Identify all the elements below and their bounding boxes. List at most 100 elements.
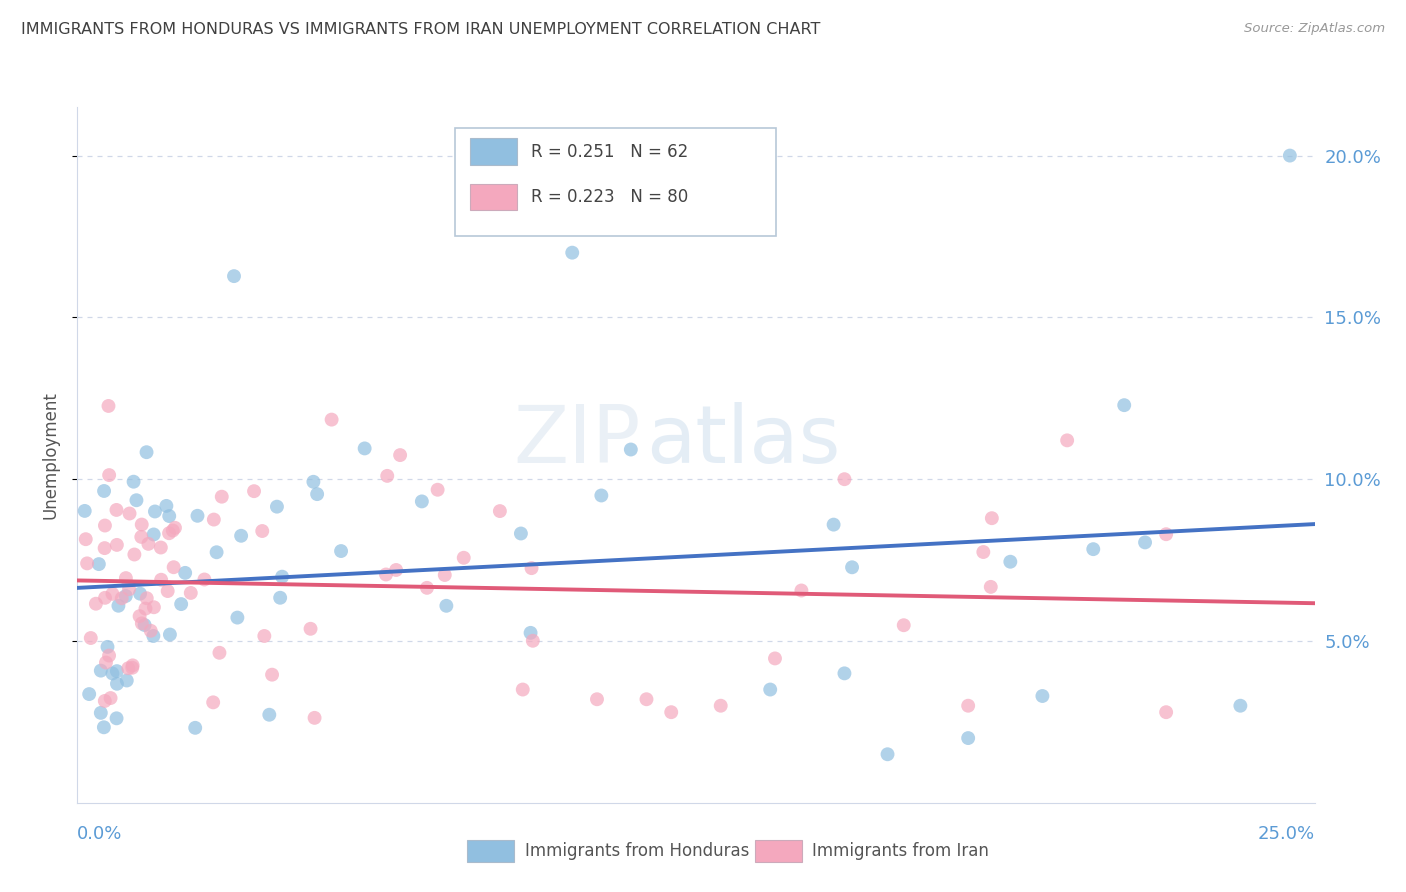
Point (90, 664, 112, 678)
Point (157, 526, 180, 541)
Point (75, 532, 97, 546)
Point (972, 545, 994, 559)
Point (253, 629, 276, 643)
Point (269, 591, 291, 605)
Text: R = 0.251   N = 62: R = 0.251 N = 62 (531, 143, 689, 161)
Point (636, 692, 658, 706)
Point (980, 580, 1002, 594)
Point (107, 599, 129, 613)
Point (1031, 689, 1053, 703)
Point (561, 245, 583, 260)
Point (84, 597, 107, 611)
Point (170, 597, 193, 611)
Point (100, 691, 122, 706)
Point (659, 705, 682, 719)
Point (101, 587, 124, 601)
Point (834, 472, 856, 486)
Point (157, 509, 180, 524)
Point (143, 504, 166, 518)
Point (105, 664, 128, 678)
Point (205, 545, 228, 559)
Point (1056, 434, 1078, 448)
Point (93, 483, 115, 498)
Point (131, 517, 153, 532)
Point (211, 490, 233, 504)
Point (834, 666, 856, 681)
Point (139, 624, 162, 638)
Point (302, 475, 325, 489)
Point (111, 591, 134, 606)
Point (186, 508, 208, 523)
Point (105, 677, 128, 691)
Point (353, 442, 375, 456)
Point (131, 530, 153, 544)
Point (163, 560, 186, 574)
Point (73, 504, 96, 518)
Point (117, 661, 139, 675)
Point (375, 567, 398, 582)
Point (1229, 698, 1251, 713)
Point (957, 731, 980, 745)
Point (710, 698, 733, 713)
Point (321, 412, 343, 426)
Point (134, 601, 156, 615)
Point (426, 483, 449, 497)
Point (841, 560, 863, 574)
FancyBboxPatch shape (454, 128, 776, 235)
Point (142, 600, 165, 615)
Point (131, 616, 153, 631)
Point (155, 499, 177, 513)
FancyBboxPatch shape (470, 138, 516, 165)
Point (114, 589, 136, 603)
FancyBboxPatch shape (467, 839, 515, 862)
Point (980, 511, 1002, 525)
Point (138, 537, 160, 551)
Point (94, 591, 117, 605)
Point (125, 493, 148, 508)
Point (509, 526, 531, 541)
FancyBboxPatch shape (755, 839, 803, 862)
Point (142, 527, 165, 541)
Point (129, 587, 152, 601)
Point (184, 721, 207, 735)
Point (453, 550, 475, 565)
Point (121, 658, 143, 673)
Point (105, 538, 128, 552)
Point (150, 573, 173, 587)
Point (1083, 542, 1105, 557)
Point (77, 687, 100, 701)
Text: 0.0%: 0.0% (77, 825, 122, 843)
Point (105, 711, 128, 725)
Point (90, 706, 112, 720)
Point (586, 692, 609, 706)
Point (135, 591, 157, 606)
Point (389, 448, 412, 462)
Point (105, 503, 128, 517)
Point (124, 548, 146, 562)
Point (96, 640, 118, 654)
Text: 25.0%: 25.0% (1257, 825, 1315, 843)
Point (759, 682, 782, 697)
Point (162, 524, 184, 538)
Point (134, 618, 156, 632)
Point (98, 648, 121, 663)
Point (763, 651, 786, 665)
Point (1000, 555, 1022, 569)
Point (121, 661, 143, 675)
Point (304, 711, 326, 725)
Point (202, 695, 225, 709)
Point (101, 666, 124, 681)
Point (259, 707, 281, 722)
Point (1278, 148, 1301, 162)
Point (330, 544, 353, 558)
Point (115, 673, 138, 688)
Point (876, 747, 898, 762)
Point (94, 694, 117, 708)
Point (97, 399, 120, 413)
Point (252, 524, 274, 538)
Text: IMMIGRANTS FROM HONDURAS VS IMMIGRANTS FROM IRAN UNEMPLOYMENT CORRELATION CHART: IMMIGRANTS FROM HONDURAS VS IMMIGRANTS F… (21, 22, 821, 37)
Point (202, 512, 225, 526)
Point (512, 682, 534, 697)
Point (76, 557, 98, 571)
Point (433, 568, 456, 582)
